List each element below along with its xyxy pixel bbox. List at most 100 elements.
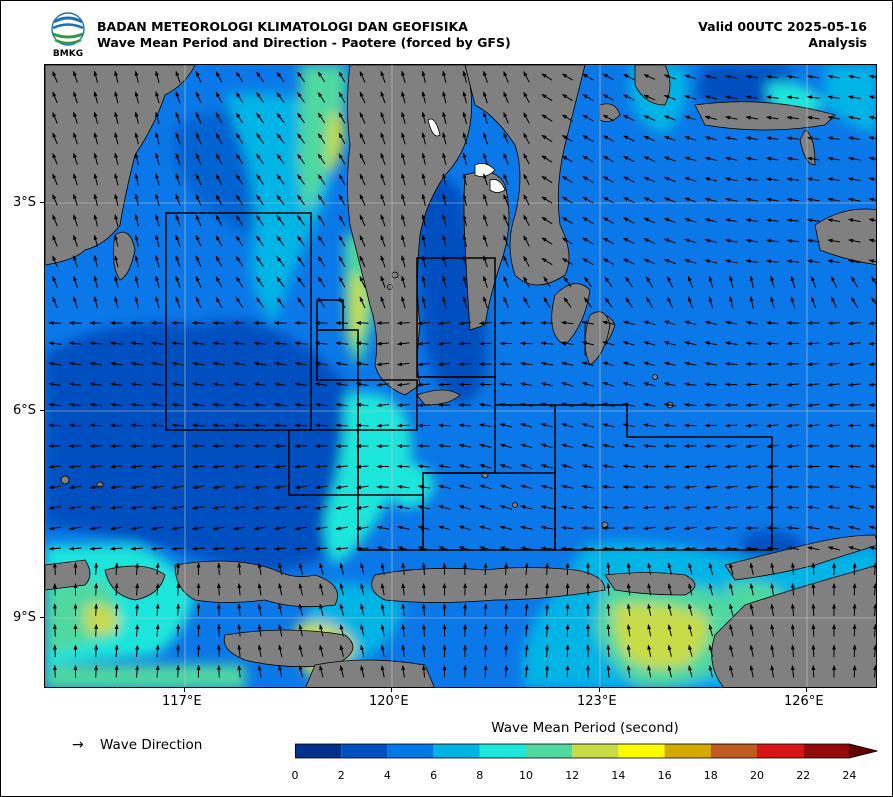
direction-arrow bbox=[335, 464, 349, 469]
direction-arrow bbox=[868, 382, 876, 387]
direction-arrow bbox=[868, 341, 876, 346]
direction-arrow bbox=[561, 155, 573, 163]
direction-arrow bbox=[93, 70, 98, 83]
map-title: Wave Mean Period and Direction - Paotere… bbox=[97, 35, 511, 50]
direction-arrow bbox=[868, 259, 876, 264]
direction-arrow bbox=[89, 423, 103, 428]
direction-arrow bbox=[622, 423, 636, 428]
direction-arrow bbox=[873, 603, 876, 617]
direction-arrow bbox=[151, 423, 164, 428]
direction-arrow bbox=[622, 320, 635, 326]
direction-arrow bbox=[135, 624, 140, 637]
direction-arrow bbox=[442, 275, 447, 288]
direction-arrow bbox=[770, 296, 775, 309]
direction-arrow bbox=[868, 362, 876, 367]
direction-arrow bbox=[684, 136, 697, 141]
direction-arrow bbox=[499, 423, 512, 428]
direction-arrow bbox=[315, 341, 328, 346]
direction-arrow bbox=[155, 91, 160, 104]
direction-arrow bbox=[130, 382, 143, 387]
direction-arrow bbox=[421, 70, 426, 83]
direction-arrow bbox=[625, 297, 633, 308]
direction-arrow bbox=[215, 276, 223, 288]
kalimantan bbox=[45, 65, 196, 266]
direction-arrow bbox=[135, 583, 140, 596]
direction-arrow bbox=[438, 443, 451, 448]
direction-arrow bbox=[848, 382, 861, 387]
direction-arrow bbox=[359, 112, 366, 124]
direction-arrow bbox=[278, 583, 283, 596]
direction-arrow bbox=[523, 194, 530, 206]
direction-arrow bbox=[729, 583, 734, 596]
direction-arrow bbox=[786, 403, 800, 408]
direction-arrow bbox=[852, 624, 857, 637]
direction-arrow bbox=[663, 176, 676, 183]
direction-arrow bbox=[319, 644, 324, 657]
direction-arrow bbox=[235, 256, 244, 267]
direction-arrow bbox=[93, 132, 98, 145]
direction-arrow bbox=[504, 583, 509, 596]
direction-arrow bbox=[110, 423, 123, 428]
direction-arrow bbox=[704, 505, 718, 510]
direction-arrow bbox=[479, 464, 492, 469]
direction-arrow bbox=[276, 112, 285, 124]
direction-arrow bbox=[338, 255, 346, 267]
direction-arrow bbox=[541, 216, 553, 225]
direction-arrow bbox=[94, 583, 99, 596]
direction-arrow bbox=[417, 341, 431, 346]
direction-arrow bbox=[417, 443, 431, 448]
direction-arrow bbox=[360, 562, 365, 575]
direction-arrow bbox=[276, 276, 285, 288]
direction-arrow bbox=[868, 95, 876, 100]
direction-arrow bbox=[114, 296, 119, 309]
direction-arrow bbox=[237, 562, 242, 576]
direction-arrow bbox=[704, 238, 717, 243]
direction-arrow bbox=[294, 505, 307, 510]
direction-arrow bbox=[483, 255, 488, 268]
direction-arrow bbox=[276, 92, 285, 103]
direction-arrow bbox=[786, 74, 799, 79]
direction-arrow bbox=[73, 214, 78, 227]
direction-arrow bbox=[48, 341, 62, 346]
direction-arrow bbox=[397, 464, 410, 469]
direction-arrow bbox=[807, 115, 820, 120]
direction-arrow bbox=[417, 546, 430, 551]
direction-arrow bbox=[582, 94, 594, 101]
map-canvas bbox=[45, 65, 876, 687]
direction-arrow bbox=[561, 93, 573, 102]
direction-arrow bbox=[790, 624, 795, 637]
direction-arrow bbox=[745, 95, 758, 100]
direction-arrow bbox=[602, 176, 615, 183]
direction-arrow bbox=[499, 443, 512, 449]
direction-arrow bbox=[786, 197, 799, 202]
direction-arrow bbox=[503, 276, 509, 288]
direction-arrow bbox=[602, 361, 615, 367]
direction-arrow bbox=[69, 526, 82, 531]
direction-arrow bbox=[540, 484, 553, 489]
direction-arrow bbox=[541, 237, 553, 245]
direction-arrow bbox=[319, 583, 324, 596]
direction-arrow bbox=[581, 361, 594, 367]
direction-arrow bbox=[114, 234, 119, 247]
wave-map[interactable] bbox=[44, 64, 877, 688]
direction-arrow bbox=[315, 485, 328, 490]
direction-arrow bbox=[524, 644, 529, 658]
direction-arrow bbox=[235, 112, 244, 124]
lat-label-9s: 9°S bbox=[13, 610, 37, 625]
wave-direction-arrows bbox=[48, 70, 876, 678]
direction-arrow bbox=[790, 583, 795, 596]
direction-arrow bbox=[622, 382, 635, 387]
direction-arrow bbox=[770, 603, 775, 616]
direction-arrow bbox=[52, 276, 58, 288]
direction-arrow bbox=[256, 194, 264, 206]
direction-arrow bbox=[175, 296, 181, 309]
direction-arrow bbox=[256, 276, 264, 288]
direction-arrow bbox=[462, 91, 467, 104]
direction-arrow bbox=[356, 546, 369, 551]
direction-arrow bbox=[663, 341, 676, 346]
direction-arrow bbox=[215, 71, 223, 83]
direction-arrow bbox=[89, 361, 102, 366]
direction-arrow bbox=[93, 173, 98, 186]
direction-arrow bbox=[827, 484, 841, 489]
direction-arrow bbox=[359, 214, 366, 227]
